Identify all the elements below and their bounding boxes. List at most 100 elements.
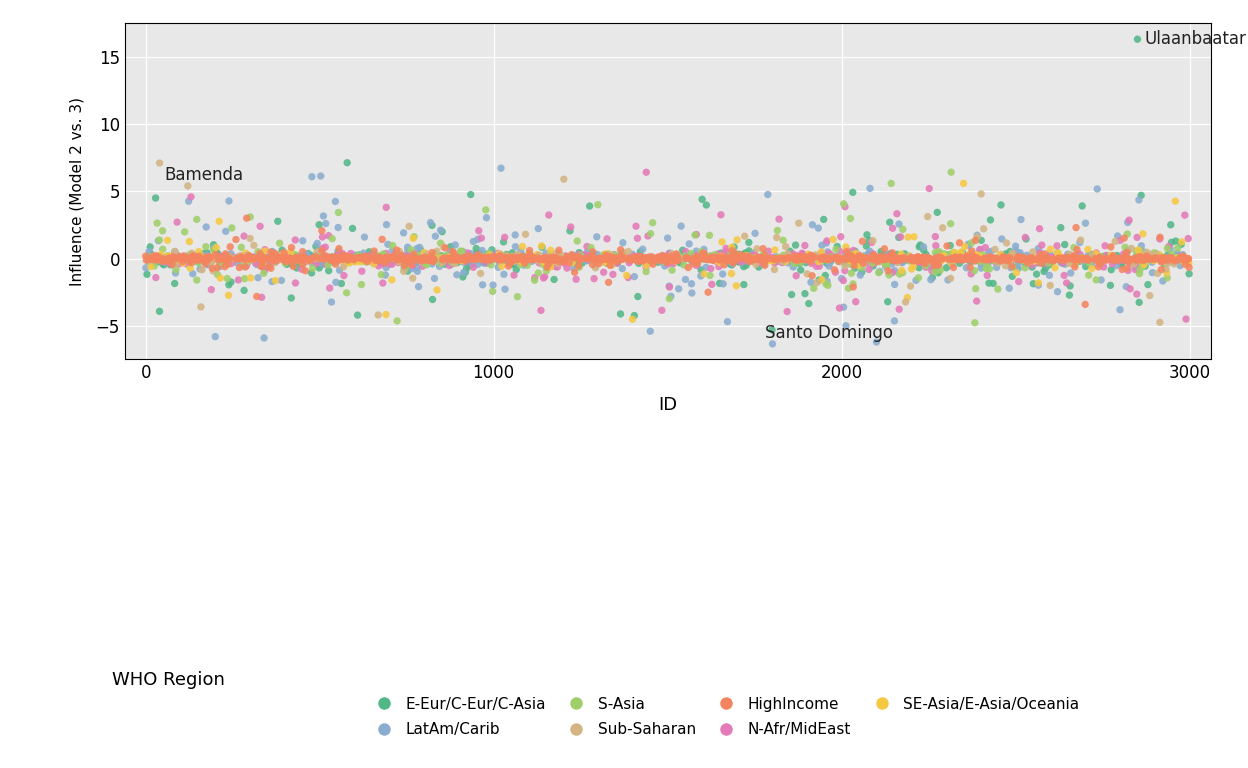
- Point: [706, 251, 726, 263]
- Point: [470, 267, 490, 280]
- Point: [879, 252, 899, 264]
- Point: [961, 250, 981, 263]
- Point: [882, 254, 902, 266]
- Point: [630, 251, 650, 263]
- Point: [924, 255, 943, 267]
- Point: [311, 252, 331, 264]
- Point: [648, 254, 668, 266]
- Point: [488, 261, 508, 273]
- Point: [160, 253, 180, 266]
- Point: [724, 257, 744, 269]
- Point: [963, 251, 983, 263]
- Point: [1006, 250, 1026, 263]
- Point: [786, 250, 806, 262]
- Point: [176, 251, 196, 263]
- Point: [492, 251, 512, 263]
- Point: [1173, 250, 1193, 263]
- Point: [739, 250, 759, 263]
- Point: [972, 251, 992, 263]
- Point: [233, 250, 253, 262]
- Point: [602, 252, 622, 264]
- Point: [411, 253, 431, 265]
- Point: [371, 254, 391, 266]
- Point: [151, 249, 171, 261]
- Point: [694, 268, 714, 280]
- Point: [266, 247, 286, 260]
- Point: [876, 253, 896, 265]
- Point: [446, 252, 466, 264]
- Point: [740, 252, 760, 264]
- Point: [230, 261, 250, 273]
- Point: [226, 233, 246, 246]
- Point: [572, 257, 592, 270]
- Point: [265, 252, 285, 264]
- Point: [187, 255, 207, 267]
- Point: [592, 254, 612, 266]
- Point: [545, 260, 565, 273]
- Point: [981, 214, 1001, 226]
- Point: [475, 253, 495, 265]
- Point: [902, 254, 922, 266]
- Point: [1129, 296, 1149, 309]
- Point: [1151, 252, 1171, 264]
- Point: [296, 265, 316, 277]
- Point: [826, 252, 846, 264]
- Point: [669, 256, 689, 268]
- Point: [1158, 249, 1178, 261]
- Point: [183, 253, 203, 265]
- Point: [1129, 253, 1149, 265]
- Point: [961, 250, 981, 263]
- Point: [958, 238, 978, 250]
- Point: [955, 253, 975, 265]
- Point: [1166, 251, 1186, 263]
- Point: [237, 257, 257, 269]
- Point: [421, 217, 441, 229]
- Point: [688, 257, 708, 270]
- Point: [1112, 253, 1132, 265]
- Point: [991, 248, 1011, 260]
- Point: [200, 251, 220, 263]
- Point: [488, 247, 508, 260]
- Point: [965, 264, 985, 276]
- Point: [852, 250, 872, 263]
- Point: [902, 252, 922, 264]
- Point: [658, 253, 678, 266]
- Point: [275, 254, 295, 266]
- Point: [849, 249, 869, 261]
- Point: [473, 252, 493, 264]
- Point: [470, 251, 490, 263]
- Point: [942, 253, 962, 265]
- Point: [966, 251, 986, 263]
- Point: [807, 276, 827, 289]
- Point: [597, 257, 617, 270]
- Point: [383, 253, 403, 266]
- Point: [282, 241, 302, 253]
- Point: [746, 251, 766, 263]
- Point: [302, 257, 322, 269]
- Point: [151, 255, 171, 267]
- Point: [1171, 251, 1191, 263]
- Point: [865, 250, 885, 263]
- Point: [730, 250, 750, 262]
- Point: [286, 276, 306, 289]
- Point: [891, 230, 911, 243]
- Point: [416, 253, 436, 265]
- Point: [840, 258, 860, 270]
- Point: [402, 249, 422, 261]
- Point: [947, 252, 967, 264]
- Point: [891, 248, 911, 260]
- Point: [851, 250, 871, 263]
- Point: [364, 258, 384, 270]
- Point: [904, 255, 924, 267]
- Point: [1046, 251, 1066, 263]
- Point: [409, 241, 429, 253]
- Point: [721, 254, 741, 266]
- Point: [406, 253, 426, 265]
- Point: [489, 247, 509, 260]
- Point: [597, 251, 617, 263]
- Point: [272, 253, 292, 266]
- Point: [714, 259, 734, 271]
- Point: [285, 250, 305, 262]
- Point: [513, 252, 533, 264]
- Point: [1173, 252, 1193, 264]
